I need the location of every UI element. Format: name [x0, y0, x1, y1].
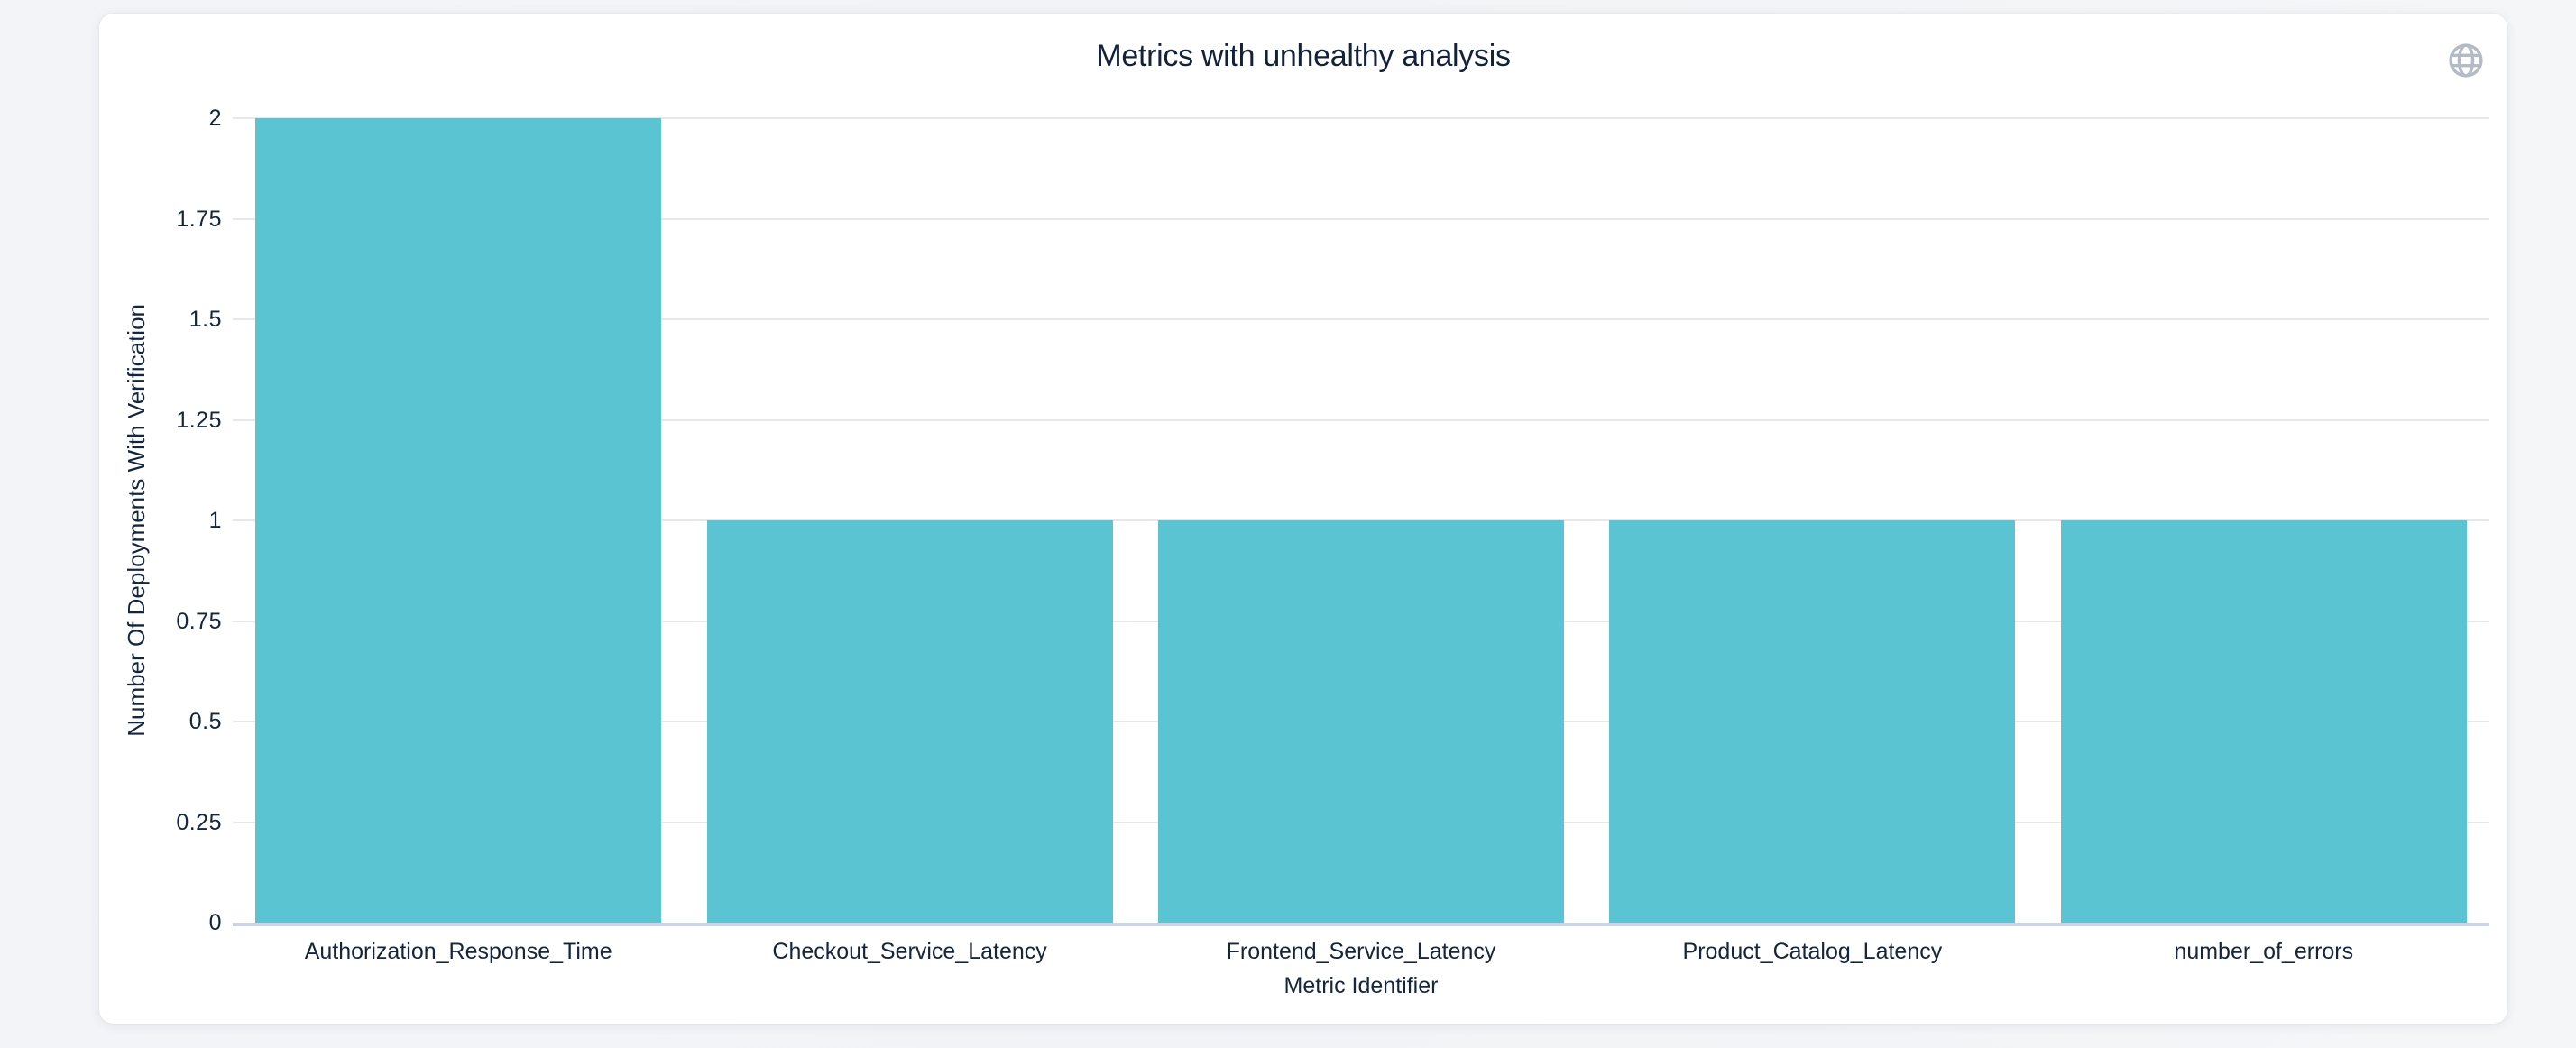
bar[interactable]	[1609, 520, 2016, 923]
bar[interactable]	[255, 118, 662, 923]
x-category-label: number_of_errors	[2174, 939, 2354, 964]
bar[interactable]	[1158, 520, 1564, 923]
y-gridline	[233, 117, 2489, 119]
y-gridline	[233, 418, 2489, 421]
y-gridline	[233, 318, 2489, 320]
y-tick-label: 0	[208, 910, 222, 935]
chart-card: Metrics with unhealthy analysis Number O…	[99, 14, 2507, 1024]
x-category-label: Checkout_Service_Latency	[772, 939, 1047, 964]
y-tick-label: 1.5	[189, 307, 222, 332]
bar-chart: Metrics with unhealthy analysis Number O…	[99, 14, 2507, 1024]
y-tick-label: 1.25	[176, 407, 222, 433]
y-tick-label: 2	[208, 106, 222, 131]
x-category-label: Frontend_Service_Latency	[1226, 939, 1496, 964]
x-category-label: Product_Catalog_Latency	[1682, 939, 1943, 964]
x-axis-zero-line	[233, 923, 2489, 926]
globe-icon[interactable]	[2446, 41, 2486, 80]
bar[interactable]	[2060, 520, 2467, 923]
y-tick-label: 1	[208, 508, 222, 533]
y-tick-label: 0.5	[189, 709, 222, 734]
x-category-label: Authorization_Response_Time	[304, 939, 612, 964]
x-axis-title: Metric Identifier	[1283, 973, 1439, 998]
chart-title: Metrics with unhealthy analysis	[1096, 39, 1511, 73]
y-tick-label: 0.75	[176, 608, 222, 634]
y-gridline	[233, 217, 2489, 220]
y-tick-label: 1.75	[176, 206, 222, 232]
bar[interactable]	[706, 520, 1113, 923]
y-tick-label: 0.25	[176, 809, 222, 835]
